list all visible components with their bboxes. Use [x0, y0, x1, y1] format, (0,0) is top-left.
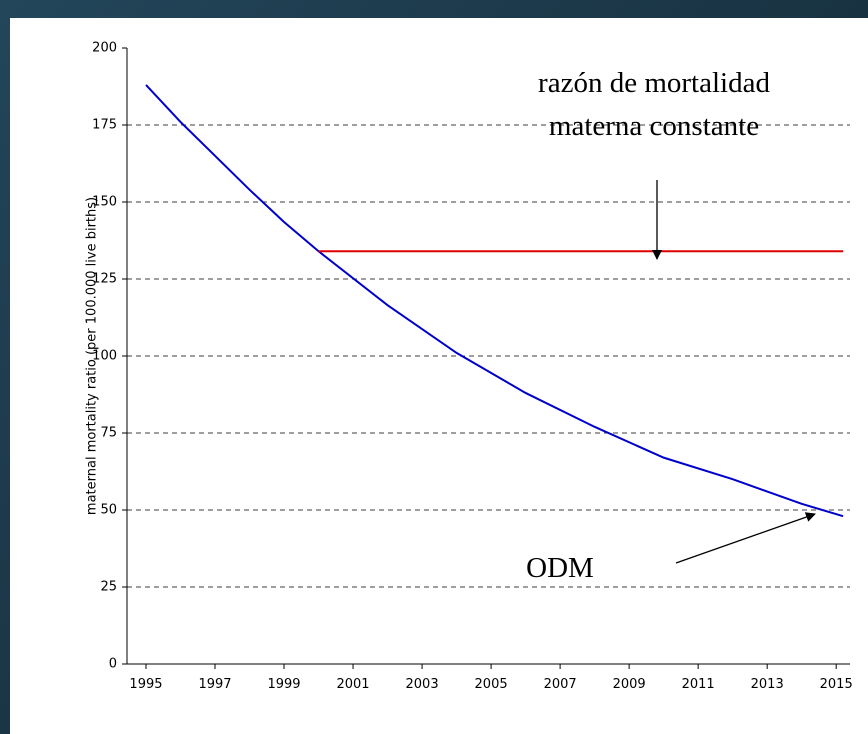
annotation: materna constante: [549, 110, 759, 142]
y-axis-label: maternal mortality ratio (per 100.000 li…: [85, 197, 100, 515]
x-tick-label: 1997: [198, 677, 231, 692]
x-tick-label: 2013: [751, 677, 784, 692]
y-tick-label: 0: [109, 657, 117, 672]
y-tick-label: 175: [92, 118, 117, 133]
x-tick-label: 2005: [475, 677, 508, 692]
y-tick-label: 25: [100, 580, 117, 595]
annotation: ODM: [526, 552, 594, 584]
x-tick-label: 1995: [129, 677, 162, 692]
annotation: razón de mortalidad: [538, 67, 770, 99]
y-tick-label: 200: [92, 41, 117, 56]
x-tick-label: 2011: [682, 677, 715, 692]
y-tick-label: 150: [92, 195, 117, 210]
x-tick-label: 2001: [336, 677, 369, 692]
y-tick-label: 50: [100, 503, 117, 518]
y-tick-label: 125: [92, 272, 117, 287]
arrow: [675, 512, 816, 564]
x-tick-label: 2015: [820, 677, 853, 692]
x-tick-label: 2007: [544, 677, 577, 692]
x-tick-label: 2009: [613, 677, 646, 692]
panel: [10, 18, 868, 734]
y-tick-label: 100: [92, 349, 117, 364]
y-tick-label: 75: [100, 426, 117, 441]
x-tick-label: 2003: [406, 677, 439, 692]
x-tick-label: 1999: [267, 677, 300, 692]
series-line: [145, 84, 844, 518]
